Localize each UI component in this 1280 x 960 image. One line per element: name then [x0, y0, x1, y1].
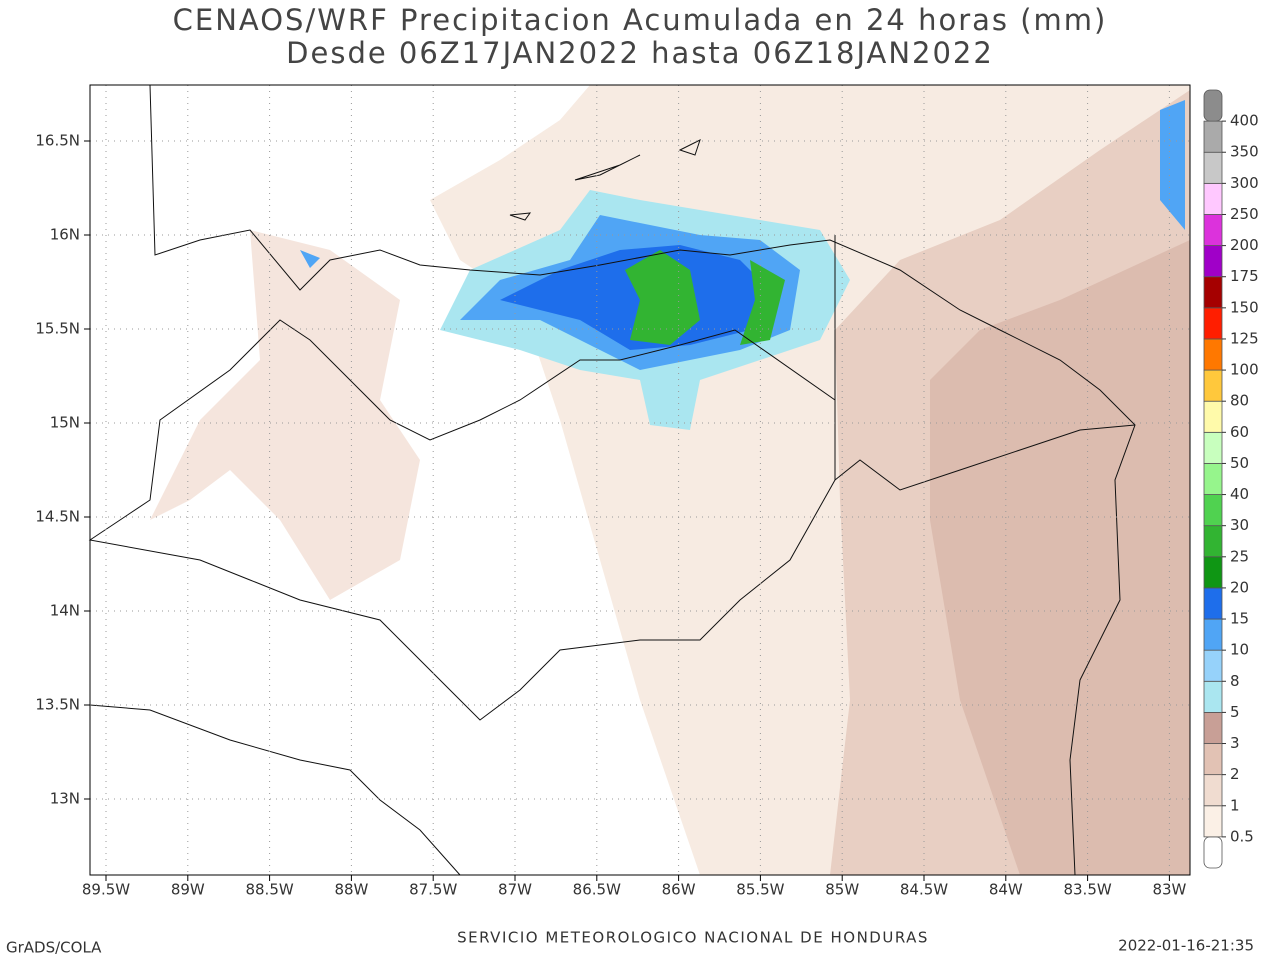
x-tick-label: 85W — [825, 881, 859, 899]
colorbar-box — [1203, 338, 1223, 371]
colorbar-box — [1203, 494, 1223, 527]
x-tick-label: 84.5W — [900, 881, 948, 899]
colorbar-label: 175 — [1230, 267, 1259, 285]
heavier-rain-area — [930, 240, 1190, 875]
colorbar-label: 125 — [1230, 329, 1259, 347]
colorbar-box — [1203, 120, 1223, 153]
y-tick-label: 16.5N — [35, 132, 80, 150]
x-tick-label: 85.5W — [736, 881, 784, 899]
colorbar-box — [1203, 369, 1223, 402]
colorbar-box — [1203, 307, 1223, 340]
colorbar-box — [1203, 712, 1223, 744]
y-tick-label: 13.5N — [35, 696, 80, 714]
colorbar-label: 50 — [1230, 454, 1249, 472]
subtitle: Desde 06Z17JAN2022 hasta 06Z18JAN2022 — [286, 36, 994, 70]
y-tick-label: 13N — [50, 790, 80, 808]
footer-left: GrADS/COLA — [6, 939, 102, 957]
y-tick-label: 14.5N — [35, 508, 80, 526]
colorbar-box — [1203, 463, 1223, 495]
x-tick-label: 83W — [1152, 881, 1186, 899]
coastline-north — [149, 84, 1136, 876]
x-tick-label: 86W — [662, 881, 696, 899]
colorbar-label: 1 — [1230, 796, 1240, 814]
colorbar-label: 350 — [1230, 143, 1259, 161]
colorbar-label: 8 — [1230, 672, 1240, 690]
colorbar-label: 300 — [1230, 174, 1259, 192]
colorbar-box — [1203, 525, 1223, 558]
x-tick-label: 84W — [989, 881, 1023, 899]
colorbar-label: 0.5 — [1230, 827, 1254, 845]
colorbar-label: 150 — [1230, 298, 1259, 316]
colorbar-label: 30 — [1230, 516, 1249, 534]
colorbar-label: 3 — [1230, 734, 1240, 752]
colorbar-box — [1203, 805, 1223, 838]
colorbar-box — [1203, 276, 1223, 309]
colorbar-box — [1203, 836, 1223, 869]
islands — [509, 139, 701, 221]
footer-right: 2022-01-16-21:35 — [1118, 937, 1254, 955]
colorbar-box — [1203, 774, 1223, 807]
x-tick-label: 89.5W — [82, 881, 130, 899]
map-frame — [89, 84, 1191, 876]
colorbar-label: 60 — [1230, 423, 1249, 441]
colorbar: 0.5 1 2 3 5 8 10 15 20 25 30 40 50 60 80 100 125 150 175 20… — [1203, 89, 1259, 869]
colorbar-box — [1203, 587, 1223, 620]
colorbar-box — [1203, 431, 1223, 464]
colorbar-box — [1203, 245, 1223, 278]
colorbar-box — [1203, 618, 1223, 651]
inland-rain — [150, 230, 420, 600]
rain-25mm — [625, 250, 785, 345]
colorbar-label: 80 — [1230, 392, 1249, 410]
y-tick-label: 15.5N — [35, 320, 80, 338]
x-tick-label: 83.5W — [1063, 881, 1111, 899]
y-tick-label: 15N — [50, 414, 80, 432]
map-field — [88, 84, 1190, 876]
colorbar-label: 400 — [1230, 112, 1259, 130]
colorbar-label: 20 — [1230, 578, 1249, 596]
colorbar-box — [1203, 214, 1223, 246]
footer-center: SERVICIO METEOROLOGICO NACIONAL DE HONDU… — [457, 929, 929, 947]
colorbar-box — [1203, 400, 1223, 433]
y-tick-label: 16N — [50, 226, 80, 244]
colorbar-label: 200 — [1230, 236, 1259, 254]
x-tick-label: 87.5W — [409, 881, 457, 899]
colorbar-label: 40 — [1230, 485, 1249, 503]
colorbar-box — [1203, 182, 1223, 215]
x-tick-label: 86.5W — [573, 881, 621, 899]
colorbar-box — [1203, 680, 1223, 713]
colorbar-label: 250 — [1230, 205, 1259, 223]
x-tick-label: 87W — [498, 881, 532, 899]
colorbar-label: 10 — [1230, 641, 1249, 659]
colorbar-box — [1203, 89, 1223, 122]
honduras-border — [88, 319, 836, 721]
colorbar-label: 100 — [1230, 361, 1259, 379]
colorbar-label: 15 — [1230, 610, 1249, 628]
x-tick-label: 89W — [171, 881, 205, 899]
colorbar-label: 5 — [1230, 703, 1240, 721]
colorbar-box — [1203, 649, 1223, 682]
colorbar-label: 25 — [1230, 547, 1249, 565]
y-tick-label: 14N — [50, 602, 80, 620]
grid: 16.5N 16N 15.5N 15N 14.5N 14N 13.5N 13N 89.5W 89W… — [35, 85, 1190, 899]
colorbar-box — [1203, 556, 1223, 589]
x-tick-label: 88W — [334, 881, 368, 899]
title: CENAOS/WRF Precipitacion Acumulada en 24… — [173, 3, 1108, 37]
colorbar-label: 2 — [1230, 765, 1240, 783]
colorbar-box — [1203, 151, 1223, 184]
colorbar-box — [1203, 743, 1223, 776]
x-tick-label: 88.5W — [245, 881, 293, 899]
department-borders — [834, 235, 1136, 491]
coastline-pacific — [89, 704, 461, 876]
